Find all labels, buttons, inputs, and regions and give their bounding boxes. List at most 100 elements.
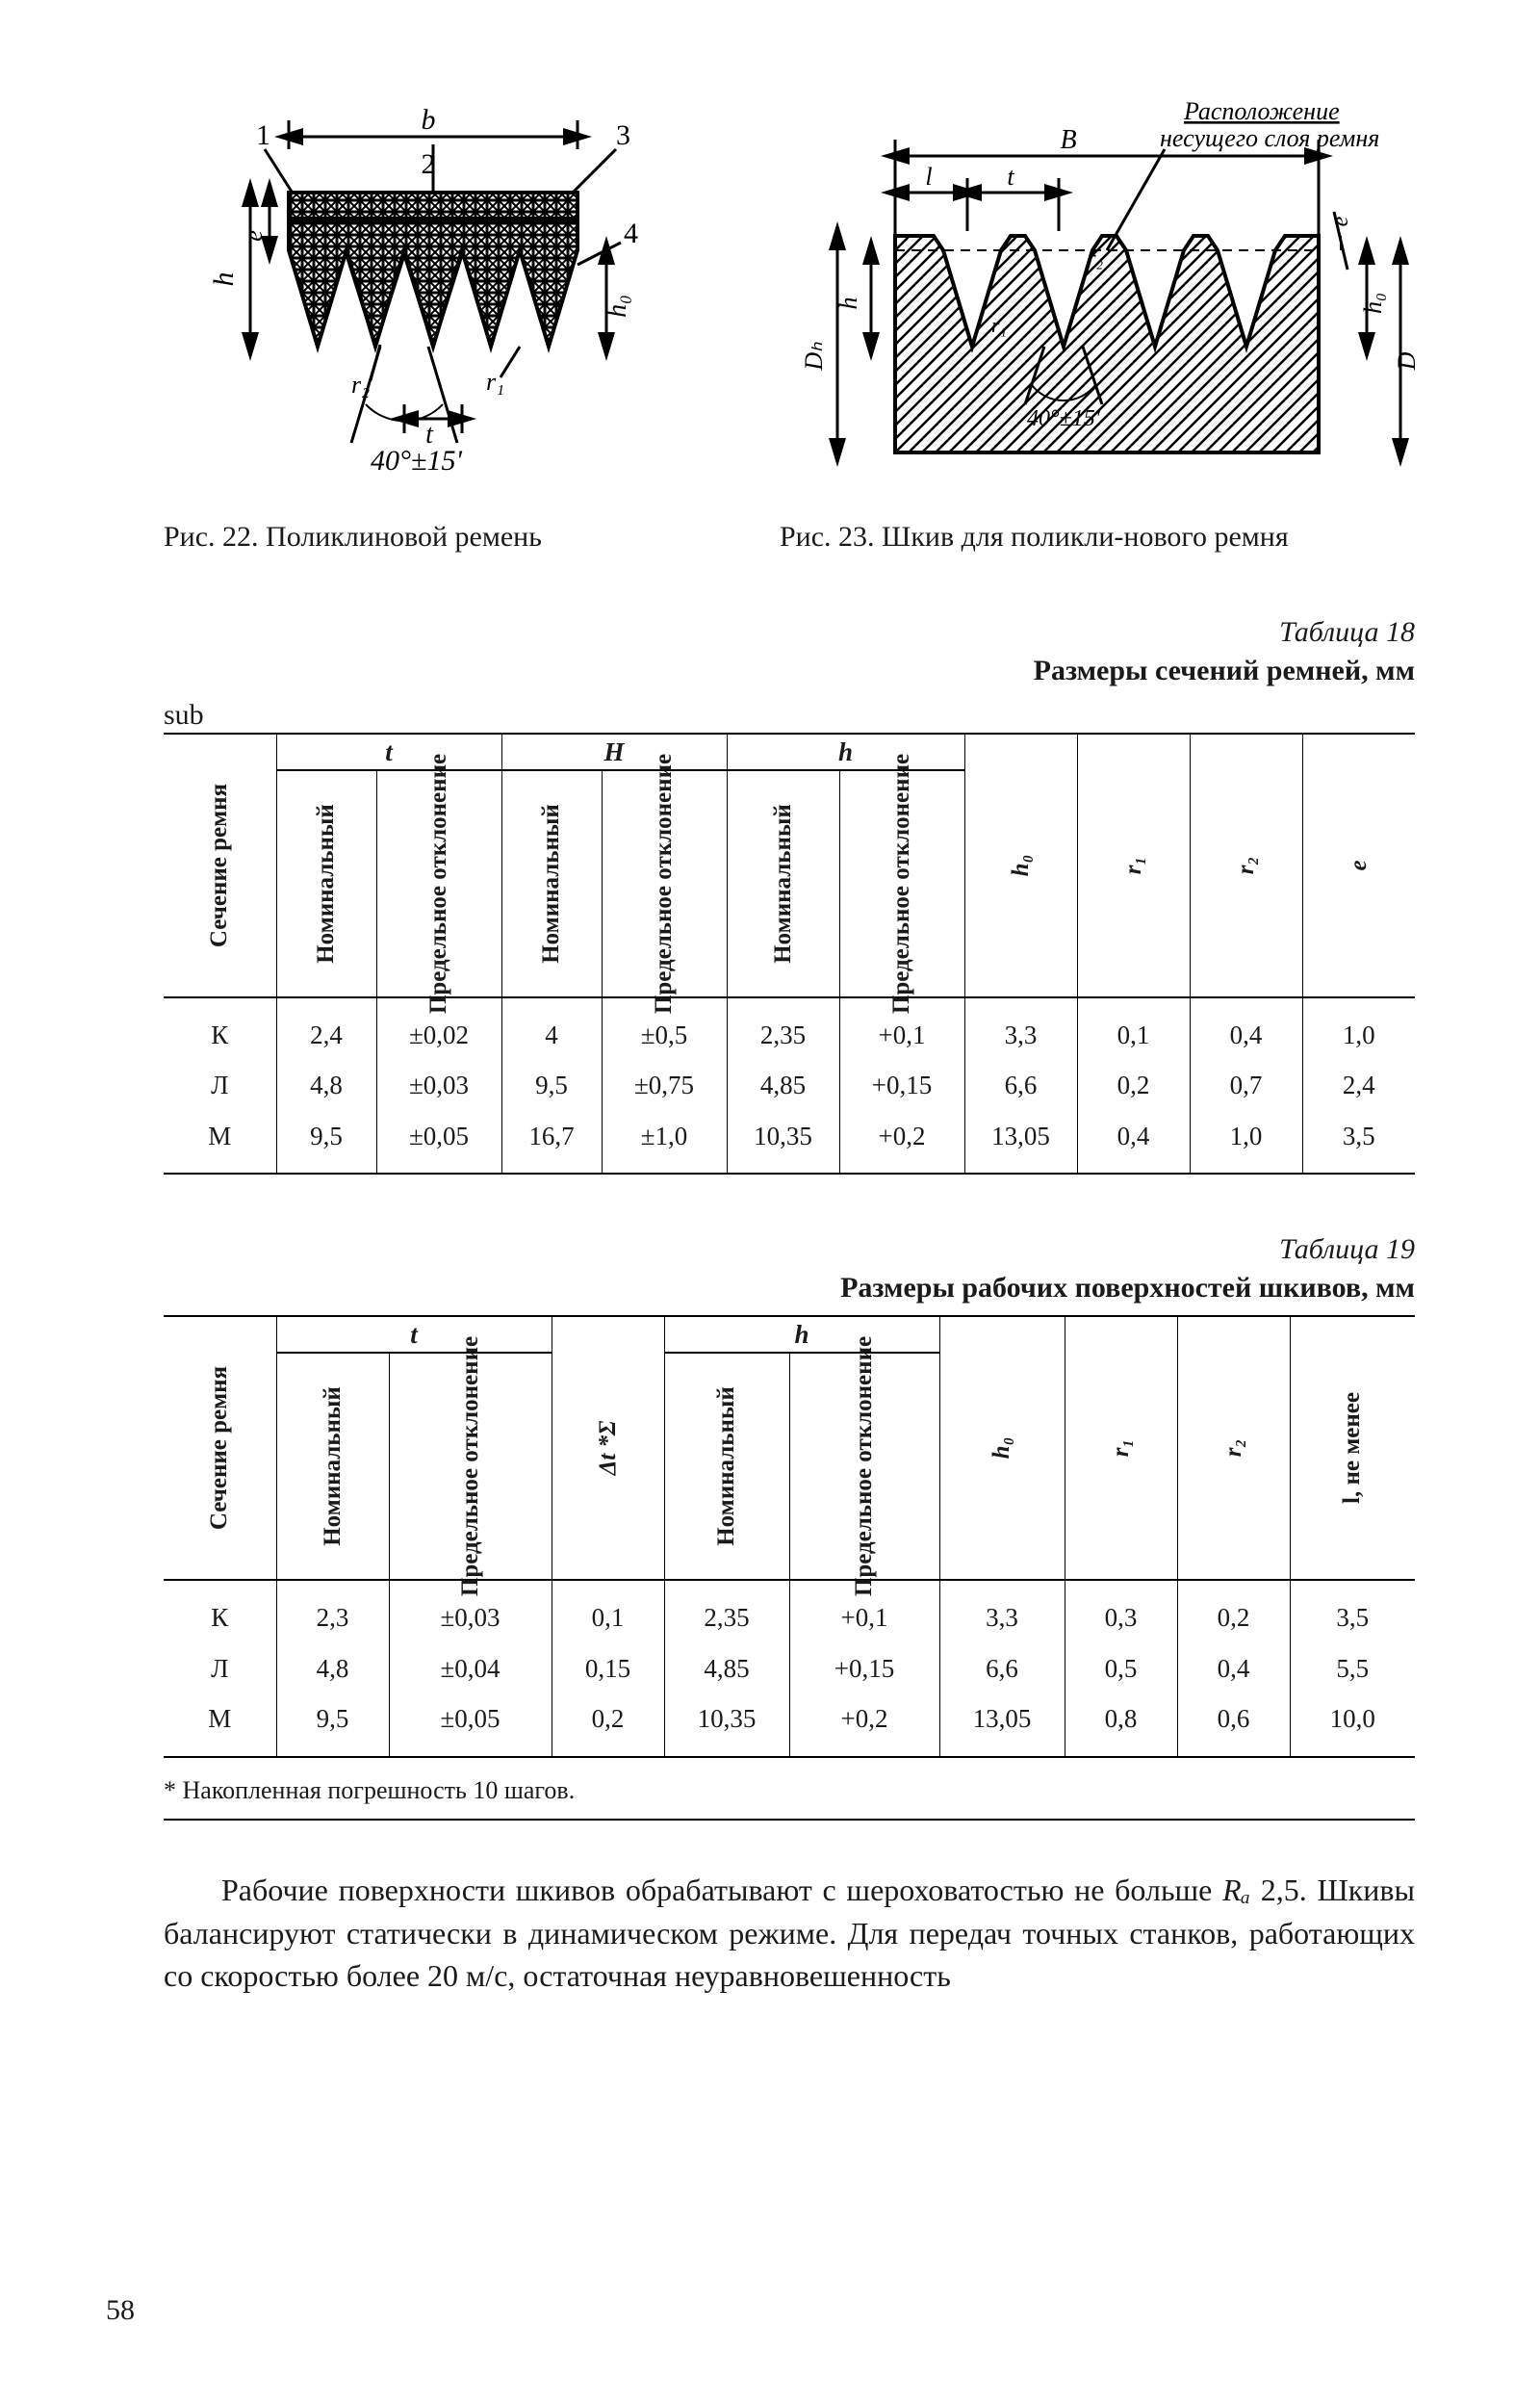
t19-t-dev: Предельное отклонение	[456, 1336, 485, 1596]
t19-h-dev: Предельное отклонение	[850, 1336, 879, 1596]
table-cell: 0,2	[552, 1693, 664, 1756]
t19-head-h0: h₀	[988, 1437, 1016, 1460]
fig23-label-r2: r₂	[1088, 245, 1104, 270]
t18-head-r2: r₂	[1232, 856, 1261, 873]
fig23-label-angle: 40°±15'	[1027, 406, 1101, 431]
table-row: К2,3±0,030,12,35+0,13,30,30,23,5	[164, 1580, 1415, 1642]
t18-head-h0: h₀	[1007, 854, 1036, 876]
t19-grp-t: t	[276, 1316, 552, 1353]
figure-22: b 1 2 3 4	[164, 96, 703, 557]
table-cell: 2,4	[1302, 1060, 1415, 1110]
fig22-label-2: 2	[422, 148, 436, 180]
t18-H-dev: Предельное отклонение	[650, 754, 679, 1014]
fig23-label-h0: h₀	[1359, 293, 1387, 314]
fig23-label-r1: r₁	[991, 313, 1007, 337]
table-cell: 0,1	[1077, 997, 1190, 1060]
table-18: Сечение ремня t H h h₀ r₁ r₂ e Номинальн…	[164, 733, 1415, 1176]
table-cell: 0,1	[552, 1580, 664, 1642]
table-18-pre: Таблица 18	[164, 615, 1415, 650]
table-19-title: Размеры рабочих поверхностей шкивов, мм	[164, 1271, 1415, 1305]
table-cell: +0,15	[839, 1060, 964, 1110]
table-cell: 9,5	[501, 1060, 602, 1110]
table-row: М9,5±0,050,210,35+0,213,050,80,610,0	[164, 1693, 1415, 1756]
fig23-label-DH: Dₕ	[800, 342, 828, 372]
t18-head-r1: r₁	[1119, 856, 1148, 873]
t19-t-nom: Номинальный	[319, 1387, 347, 1547]
body-paragraph: Рабочие поверхности шкивов обрабатывают …	[164, 1869, 1415, 1998]
table-cell: М	[164, 1111, 276, 1174]
fig23-label-l: l	[925, 163, 932, 191]
table-cell: 0,2	[1077, 1060, 1190, 1110]
table-row: Л4,8±0,040,154,85+0,156,60,50,45,5	[164, 1643, 1415, 1693]
t19-grp-h: h	[664, 1316, 939, 1353]
table-cell: 16,7	[501, 1111, 602, 1174]
fig23-label-e: e	[1328, 216, 1353, 226]
table-cell: 3,3	[964, 997, 1077, 1060]
fig23-label-B: В	[1060, 125, 1076, 155]
figure-23-svg: Расположение несущего слоя ремня В l t	[780, 96, 1415, 501]
table-cell: 2,3	[276, 1580, 389, 1642]
t18-t-nom: Номинальный	[312, 804, 341, 964]
table-cell: 0,7	[1190, 1060, 1302, 1110]
table-cell: 0,6	[1177, 1693, 1290, 1756]
figures-row: b 1 2 3 4	[164, 96, 1415, 557]
table-cell: Л	[164, 1643, 276, 1693]
table-cell: +0,15	[789, 1643, 939, 1693]
fig22-label-h0: h₀	[603, 295, 632, 318]
t18-H-nom: Номинальный	[537, 804, 566, 964]
t18-h-dev: Предельное отклонение	[887, 754, 916, 1014]
table-cell: 3,5	[1302, 1111, 1415, 1174]
t19-head-sec: Сечение ремня	[205, 1366, 234, 1530]
fig23-overtext-2: несущего слоя ремня	[1160, 124, 1379, 152]
table-cell: 0,4	[1177, 1643, 1290, 1693]
page-number: 58	[106, 2293, 135, 2328]
table-18-title: Размеры сечений ремней, мм	[164, 654, 1415, 688]
table-19-footnote: * Накопленная погрешность 10 шагов.	[164, 1775, 1415, 1821]
table-cell: 6,6	[939, 1643, 1065, 1693]
table-cell: 13,05	[964, 1111, 1077, 1174]
table-cell: ±0,03	[376, 1060, 501, 1110]
fig22-label-b: b	[422, 104, 436, 136]
table-cell: 3,5	[1290, 1580, 1415, 1642]
t18-h-nom: Номинальный	[769, 804, 798, 964]
table-cell: М	[164, 1693, 276, 1756]
table-cell: ±0,75	[602, 1060, 727, 1110]
figure-22-svg: b 1 2 3 4	[164, 96, 703, 501]
table-row: М9,5±0,0516,7±1,010,35+0,213,050,41,03,5	[164, 1111, 1415, 1174]
table-cell: 4,8	[276, 1060, 376, 1110]
table-cell: 0,4	[1190, 997, 1302, 1060]
table-cell: ±0,04	[389, 1643, 552, 1693]
t19-head-r1: r₁	[1107, 1439, 1136, 1457]
table-cell: 0,3	[1065, 1580, 1177, 1642]
table-cell: 2,35	[664, 1580, 789, 1642]
figure-23-caption: Рис. 23. Шкив для поликли-нового ремня	[780, 518, 1415, 557]
table-cell: 2,35	[727, 997, 839, 1060]
table-cell: 13,05	[939, 1693, 1065, 1756]
figure-23: Расположение несущего слоя ремня В l t	[780, 96, 1415, 557]
fig22-label-t: t	[425, 420, 434, 450]
table-row: Л4,8±0,039,5±0,754,85+0,156,60,20,72,4	[164, 1060, 1415, 1110]
table-cell: 0,4	[1077, 1111, 1190, 1174]
table-cell: ±1,0	[602, 1111, 727, 1174]
t18-head-sec: Сечение ремня	[205, 784, 234, 947]
table-19: Сечение ремня t Δt *Σ h h₀ r₁ r₂ l, не м…	[164, 1315, 1415, 1758]
table-cell: 3,3	[939, 1580, 1065, 1642]
table-cell: 0,2	[1177, 1580, 1290, 1642]
table-cell: К	[164, 1580, 276, 1642]
t18-grp-H: H	[501, 734, 727, 770]
fig22-label-3: 3	[616, 119, 630, 151]
fig22-label-r1: r₁	[486, 368, 504, 396]
table-cell: 9,5	[276, 1111, 376, 1174]
t18-t-dev: Предельное отклонение	[424, 754, 453, 1014]
table-cell: 1,0	[1190, 1111, 1302, 1174]
table-cell: 10,0	[1290, 1693, 1415, 1756]
table-cell: 0,15	[552, 1643, 664, 1693]
fig22-label-1: 1	[256, 119, 270, 151]
table-cell: 6,6	[964, 1060, 1077, 1110]
para-t1: Рабочие поверхности шкивов обрабатывают …	[221, 1873, 1222, 1907]
table-cell: 4,85	[727, 1060, 839, 1110]
table-cell: ±0,05	[389, 1693, 552, 1756]
table-cell: 4	[501, 997, 602, 1060]
t19-h-nom: Номинальный	[712, 1387, 741, 1547]
page: b 1 2 3 4	[0, 0, 1540, 2403]
